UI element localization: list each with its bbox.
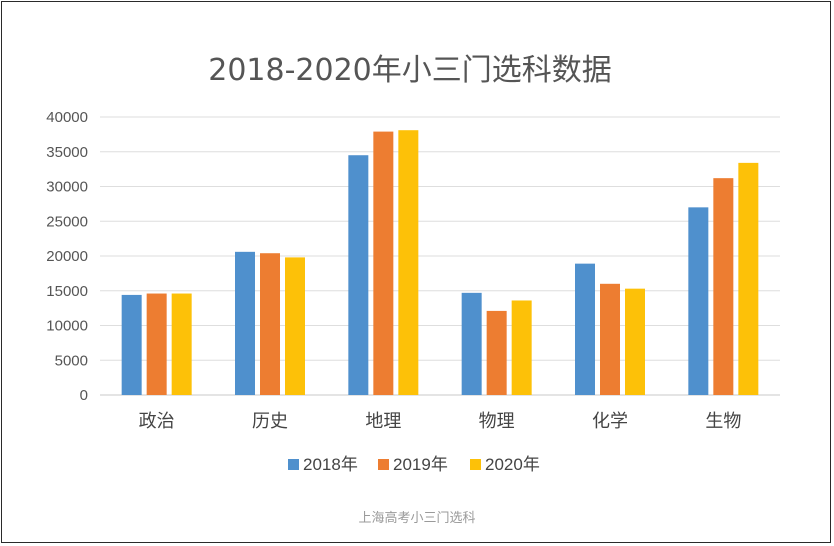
x-category-label: 政治 bbox=[139, 411, 175, 432]
y-tick-label: 30000 bbox=[46, 179, 88, 196]
x-axis-category-labels: 政治 历史 地理 物理 化学 生物 bbox=[139, 411, 742, 432]
bar bbox=[511, 300, 532, 395]
legend: 2018年 2019年 2020年 bbox=[288, 455, 540, 474]
bar bbox=[171, 293, 192, 395]
chart-title: 2018-2020年小三门选科数据 bbox=[208, 53, 612, 88]
bar bbox=[146, 293, 167, 395]
y-tick-label: 15000 bbox=[46, 283, 88, 300]
bar bbox=[688, 207, 709, 395]
bar bbox=[486, 310, 507, 395]
bar bbox=[738, 162, 759, 395]
y-tick-label: 20000 bbox=[46, 248, 88, 265]
y-tick-label: 5000 bbox=[55, 352, 88, 369]
x-category-label: 历史 bbox=[252, 411, 288, 432]
legend-swatch bbox=[470, 459, 481, 470]
image-caption: 上海高考小三门选科 bbox=[358, 511, 476, 526]
bar bbox=[373, 131, 394, 395]
bar bbox=[713, 178, 734, 395]
legend-swatch bbox=[378, 459, 389, 470]
gridlines bbox=[100, 116, 780, 396]
bar bbox=[461, 292, 482, 395]
bar bbox=[600, 283, 620, 395]
legend-label: 2018年 bbox=[303, 455, 358, 474]
x-category-label: 化学 bbox=[592, 411, 628, 432]
bar bbox=[285, 257, 305, 395]
bar bbox=[575, 263, 595, 395]
legend-label: 2020年 bbox=[485, 455, 540, 474]
y-tick-label: 40000 bbox=[46, 109, 88, 126]
bar bbox=[348, 155, 369, 395]
y-tick-label: 0 bbox=[80, 387, 88, 404]
bar bbox=[398, 130, 419, 395]
y-tick-label: 10000 bbox=[46, 318, 88, 335]
legend-swatch bbox=[288, 459, 299, 470]
x-category-label: 地理 bbox=[365, 411, 401, 432]
y-tick-label: 35000 bbox=[46, 144, 88, 161]
y-tick-label: 25000 bbox=[46, 213, 88, 230]
bar bbox=[235, 251, 255, 395]
y-axis-tick-labels: 0 5000 10000 15000 20000 25000 30000 35000 40000 bbox=[46, 109, 88, 404]
bar bbox=[625, 288, 645, 395]
bars bbox=[121, 130, 759, 395]
bar bbox=[260, 253, 280, 395]
x-category-label: 物理 bbox=[479, 411, 515, 432]
x-category-label: 生物 bbox=[705, 411, 741, 432]
legend-label: 2019年 bbox=[393, 455, 448, 474]
bar bbox=[121, 294, 142, 395]
